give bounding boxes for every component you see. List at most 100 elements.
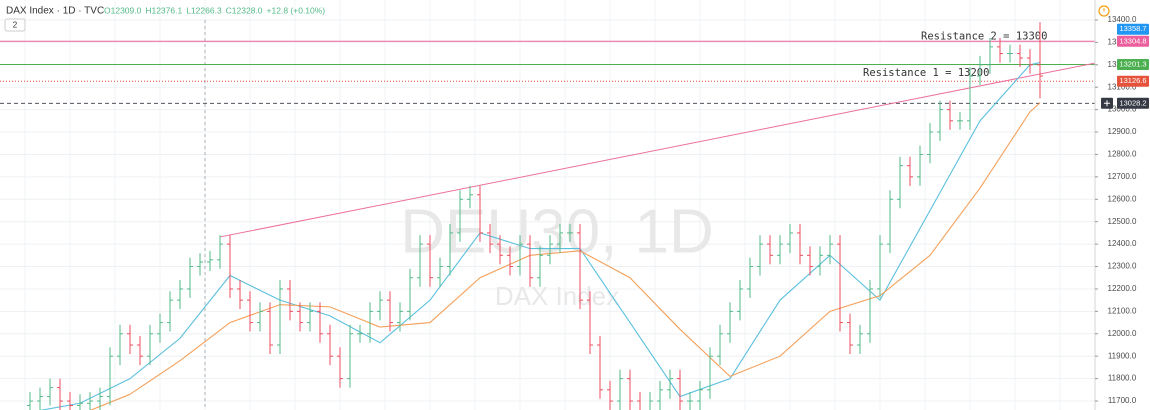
trend-line — [219, 59, 1111, 238]
y-tick-label: 12100.0 — [1108, 306, 1137, 315]
ohlc-bar — [577, 223, 583, 310]
y-tick-label: 11800.0 — [1108, 374, 1137, 383]
ohlc-bar — [587, 291, 593, 354]
price-label: 13201.3 — [1119, 59, 1146, 68]
ohlc-bar — [649, 392, 653, 410]
price-label-box — [1117, 75, 1149, 87]
ohlc-bar — [407, 268, 413, 321]
ohlc-bar — [137, 336, 143, 366]
ohlc-bar — [657, 380, 663, 410]
ohlc-bar — [517, 235, 523, 276]
ohlc-bar — [217, 235, 223, 269]
ohlc-bar — [897, 156, 903, 209]
price-label: 13028.2 — [1119, 98, 1146, 107]
ohlc-bar — [767, 235, 773, 265]
clock-icon[interactable] — [1098, 5, 1110, 17]
ohlc-bar — [627, 369, 633, 410]
annotation: Resistance 2 = 13300 — [921, 30, 1047, 42]
ohlc-bar — [197, 253, 203, 276]
y-tick-label: 12500.0 — [1108, 217, 1137, 226]
ohlc-bar — [437, 257, 443, 287]
ohlc-bar — [347, 324, 353, 388]
annotation: Resistance 1 = 13200 — [863, 67, 989, 79]
ohlc-bar — [1017, 44, 1023, 68]
bars — [27, 22, 1043, 410]
price-label: 13358.7 — [1119, 24, 1146, 33]
price-label-box — [1117, 35, 1149, 47]
ohlc-value: H12376.1 — [145, 5, 182, 15]
ohlc-bar — [757, 235, 763, 276]
ohlc-bar — [487, 223, 493, 254]
ohlc-bar — [127, 324, 133, 354]
watermark: DEU30, 1D — [400, 197, 714, 266]
ohlc-bar — [307, 302, 313, 332]
ohlc-bar — [557, 223, 563, 254]
ohlc-bar — [887, 190, 893, 254]
ohlc-bar — [477, 185, 483, 242]
ohlc-bar — [787, 223, 793, 254]
ohlc-bar — [297, 302, 303, 332]
ohlc-bar — [607, 380, 613, 410]
ohlc-bar — [997, 37, 1003, 63]
price-label: 13304.8 — [1119, 36, 1146, 45]
ohlc-bar — [727, 302, 733, 343]
y-tick-label: 12300.0 — [1108, 262, 1137, 271]
ohlc-bar — [387, 291, 393, 332]
ohlc-bar — [707, 347, 713, 399]
ohlc-bar — [837, 235, 843, 332]
ohlc-bar — [987, 37, 993, 74]
ohlc-bar — [237, 279, 243, 310]
ohlc-bar — [47, 378, 53, 406]
ohlc-bar — [527, 235, 533, 287]
ohlc-bar — [907, 156, 913, 186]
ohlc-bar — [947, 100, 953, 130]
ohlc-bar — [877, 235, 883, 298]
ohlc-bar — [317, 302, 323, 343]
ohlc-bar — [937, 100, 943, 142]
ohlc-bar — [977, 55, 983, 85]
ohlc-bar — [37, 387, 43, 410]
ohlc-bar — [687, 392, 693, 410]
ohlc-bar — [257, 302, 263, 332]
ohlc-bar — [327, 324, 333, 366]
y-tick-label: 13100.0 — [1108, 82, 1137, 91]
add-alert-icon — [1104, 100, 1110, 107]
ohlc-bar — [567, 223, 573, 242]
ohlc-bar — [1037, 22, 1043, 99]
ohlc-bar — [67, 392, 73, 410]
ohlc-bar — [157, 313, 163, 343]
ohlc-bar — [777, 235, 783, 265]
ohlc-bar — [167, 291, 173, 332]
y-tick-label: 12000.0 — [1108, 329, 1137, 338]
ohlc-value: L12266.3 — [186, 5, 222, 15]
ohlc-bar — [207, 250, 213, 272]
pane-badge[interactable]: 2 — [13, 21, 18, 30]
y-tick-label: 13400.0 — [1108, 15, 1137, 24]
ohlc-bar — [867, 279, 873, 343]
ohlc-bar — [147, 324, 153, 366]
y-tick-label: 12800.0 — [1108, 150, 1137, 159]
ohlc-bar — [357, 324, 363, 343]
ohlc-bar — [857, 324, 863, 354]
ohlc-bar — [927, 123, 933, 164]
ohlc-value: O12309.0 — [104, 5, 142, 15]
ohlc-bar — [337, 347, 343, 388]
ohlc-bar — [737, 279, 743, 321]
ohlc-bar — [87, 392, 93, 410]
ohlc-bar — [287, 279, 293, 321]
ohlc-bar — [177, 279, 183, 310]
ohlc-bar — [77, 394, 83, 410]
ohlc-bar — [827, 235, 833, 265]
ohlc-bar — [377, 291, 383, 321]
chart-title: DAX Index · 1D · TVC — [6, 6, 104, 17]
ohlc-bar — [427, 235, 433, 287]
ohlc-bar — [537, 246, 543, 287]
ohlc-bar — [957, 111, 963, 130]
pane-badge-box[interactable] — [4, 18, 26, 32]
ohlc-bar — [27, 392, 33, 410]
y-tick-label: 13000.0 — [1108, 105, 1137, 114]
y-tick-label: 12700.0 — [1108, 172, 1137, 181]
price-label-box — [1117, 23, 1149, 35]
price-lines: Resistance 2 = 13300 Resistance 1 = 13200 — [0, 30, 1111, 238]
